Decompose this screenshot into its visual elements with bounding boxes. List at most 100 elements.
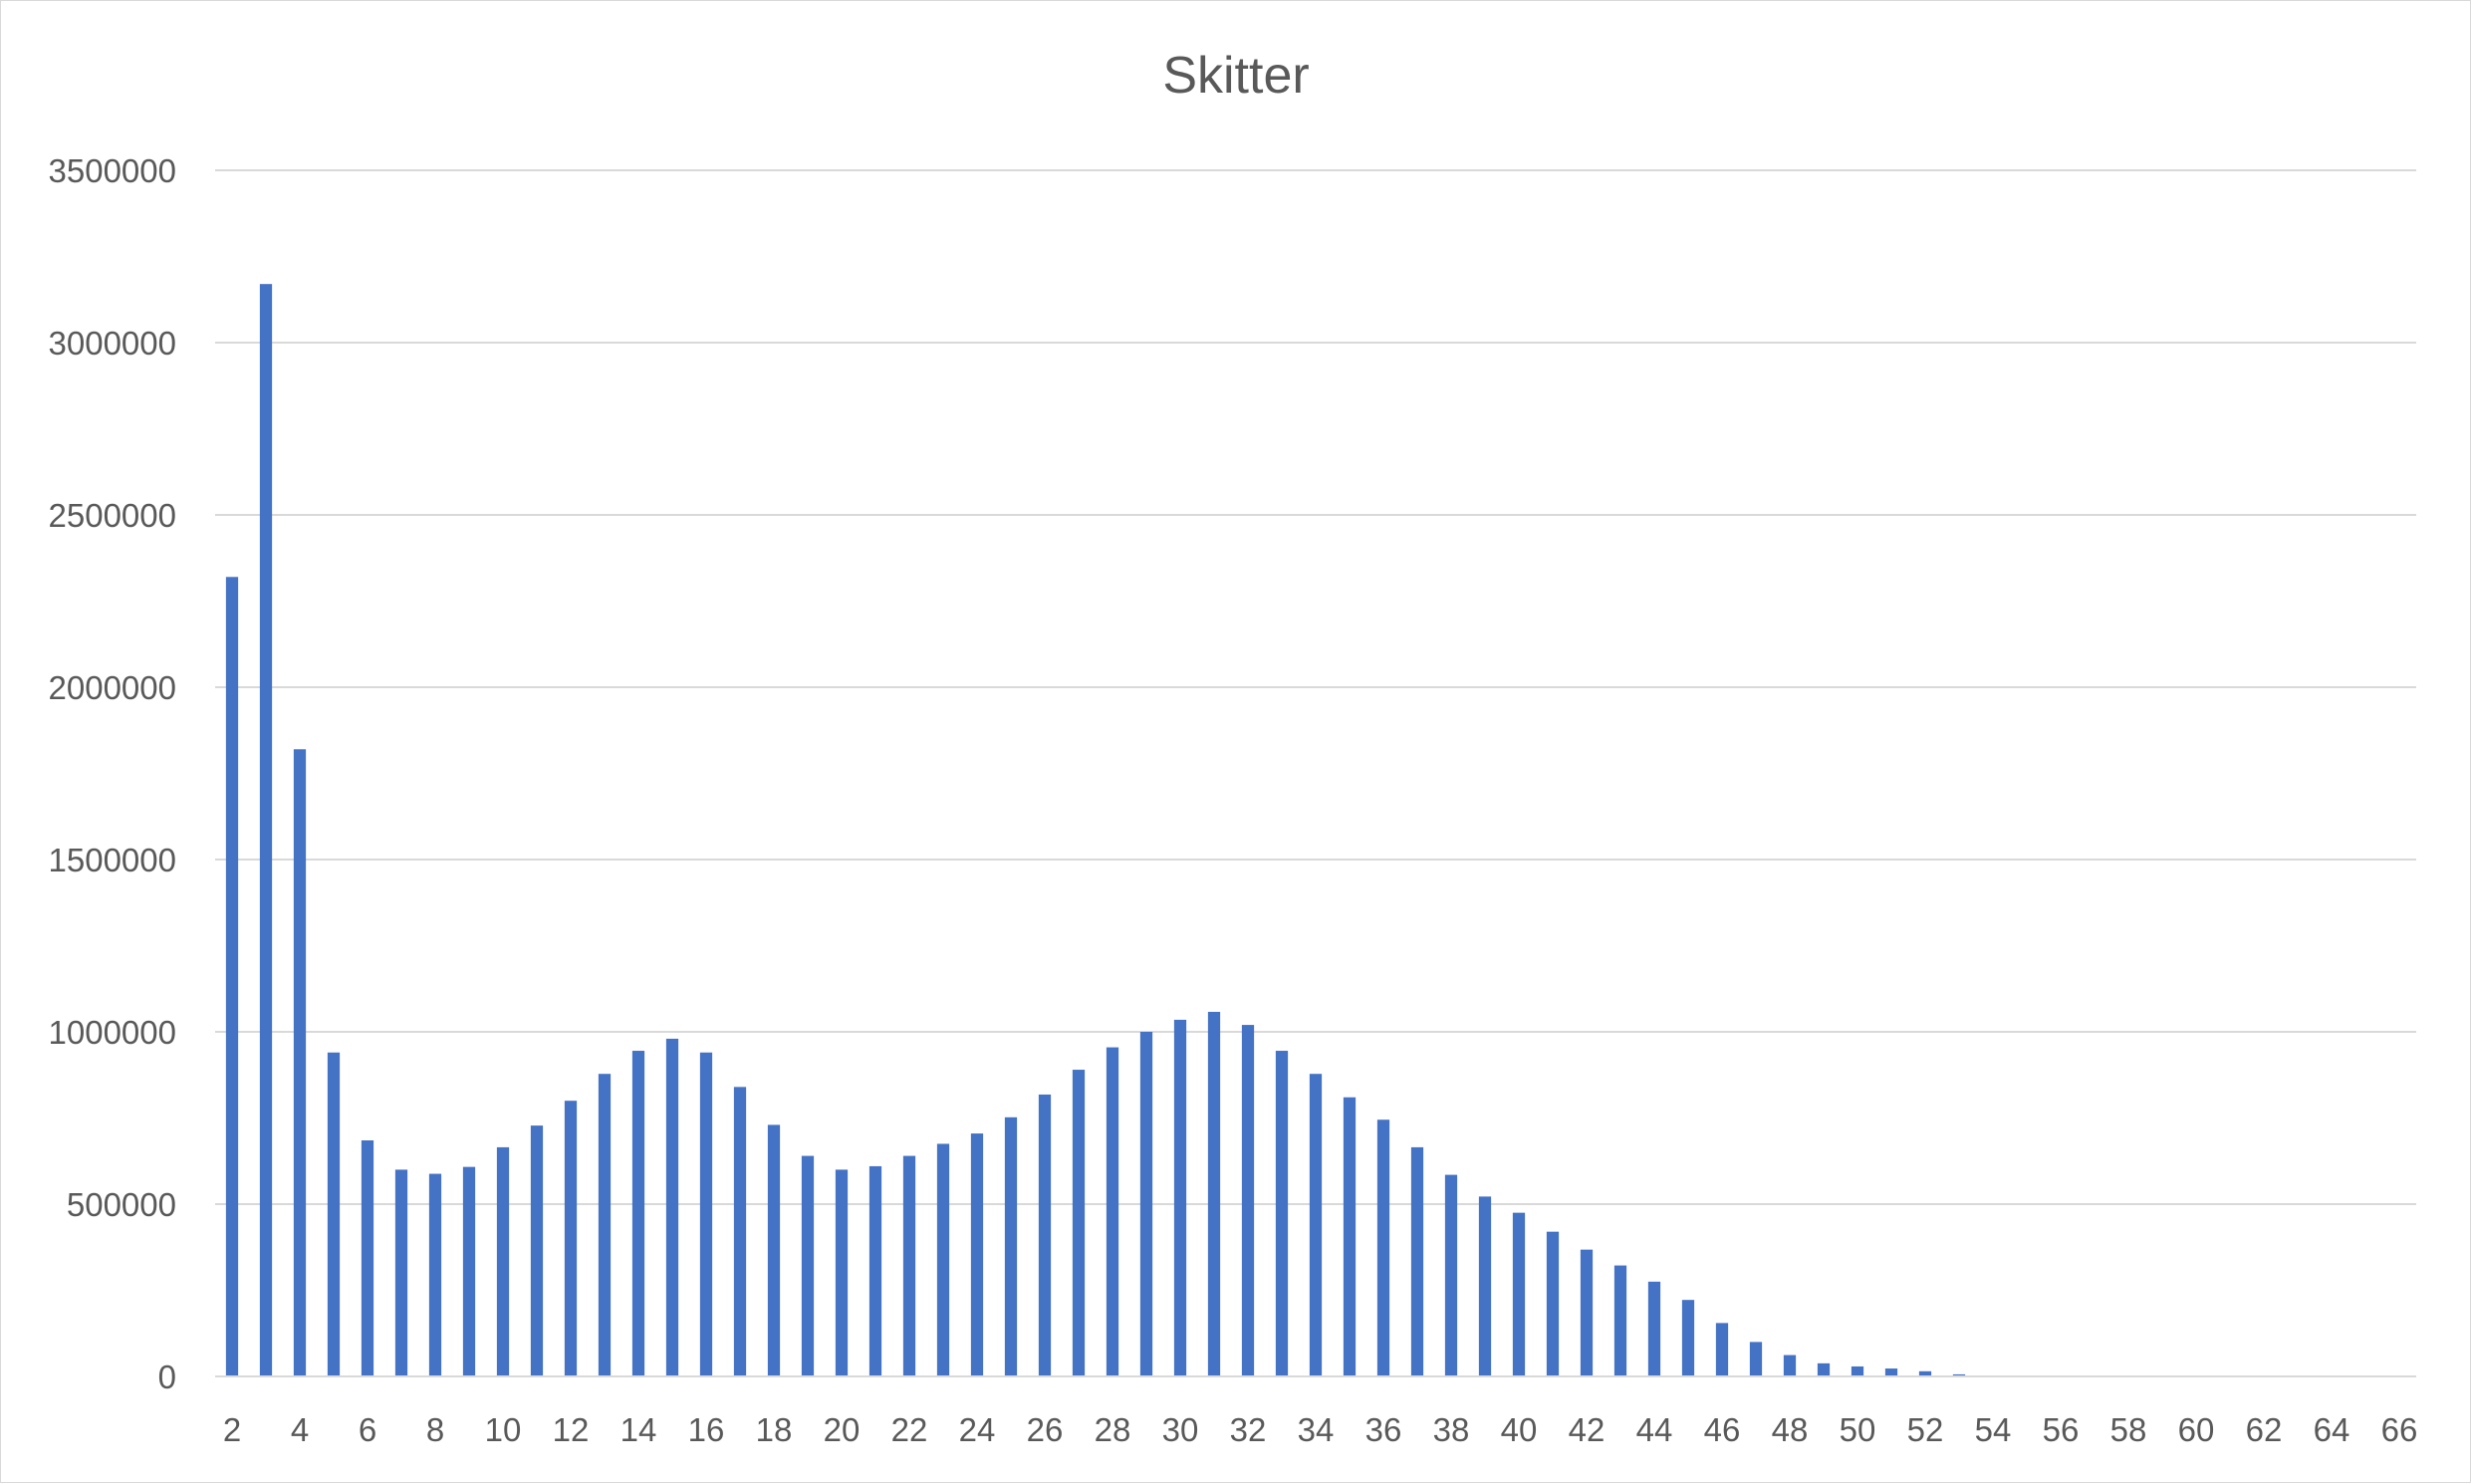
x-tick-label: 10 xyxy=(485,1411,522,1448)
bar-15 xyxy=(665,1038,679,1376)
x-tick-label: 12 xyxy=(553,1411,590,1448)
y-tick-label: 3500000 xyxy=(49,152,176,189)
bar-47 xyxy=(1749,1342,1763,1376)
bar-30 xyxy=(1173,1019,1187,1376)
bar-29 xyxy=(1139,1032,1153,1376)
bar-53 xyxy=(1952,1373,1966,1376)
x-tick-label: 32 xyxy=(1230,1411,1267,1448)
bar-46 xyxy=(1715,1323,1729,1376)
y-tick-label: 2000000 xyxy=(49,669,176,706)
bar-5 xyxy=(327,1052,341,1376)
bar-43 xyxy=(1613,1265,1627,1376)
x-axis-ticks: 2 4 6 8 10 12 14 16 18 20 22 24 26 28 30 32 34 36 38 40 42 44… xyxy=(223,1411,2418,1448)
bar-24 xyxy=(970,1133,984,1376)
x-tick-label: 64 xyxy=(2314,1411,2350,1448)
bar-42 xyxy=(1580,1249,1594,1376)
bar-7 xyxy=(394,1169,408,1376)
x-tick-label: 14 xyxy=(620,1411,657,1448)
bar-10 xyxy=(496,1146,510,1376)
x-tick-label: 56 xyxy=(2043,1411,2080,1448)
gridlines xyxy=(215,169,2416,1205)
bar-44 xyxy=(1647,1281,1661,1376)
y-tick-label: 0 xyxy=(158,1359,176,1395)
x-tick-label: 4 xyxy=(291,1411,309,1448)
x-tick-label: 44 xyxy=(1636,1411,1673,1448)
bar-21 xyxy=(868,1165,882,1376)
bar-22 xyxy=(902,1155,916,1376)
bar-12 xyxy=(564,1101,578,1376)
x-tick-label: 28 xyxy=(1095,1411,1131,1448)
bar-9 xyxy=(462,1166,476,1376)
x-tick-label: 66 xyxy=(2381,1411,2418,1448)
x-tick-label: 18 xyxy=(756,1411,793,1448)
y-tick-label: 3000000 xyxy=(49,325,176,362)
x-tick-label: 36 xyxy=(1365,1411,1402,1448)
bar-23 xyxy=(936,1143,950,1376)
y-tick-label: 1500000 xyxy=(49,842,176,878)
bar-11 xyxy=(530,1125,544,1376)
bar-8 xyxy=(428,1173,442,1376)
bar-13 xyxy=(598,1074,612,1376)
x-tick-label: 42 xyxy=(1569,1411,1606,1448)
y-tick-label: 1000000 xyxy=(49,1014,176,1051)
x-tick-label: 30 xyxy=(1162,1411,1199,1448)
bar-33 xyxy=(1275,1051,1289,1376)
bar-25 xyxy=(1004,1116,1018,1376)
bar-31 xyxy=(1207,1011,1221,1376)
x-tick-label: 62 xyxy=(2246,1411,2283,1448)
bar-32 xyxy=(1241,1025,1255,1376)
bar-14 xyxy=(631,1051,645,1376)
bar-18 xyxy=(767,1124,781,1376)
bar-51 xyxy=(1884,1368,1898,1376)
y-axis-ticks: 0 500000 1000000 1500000 2000000 2500000 30000… xyxy=(49,152,176,1395)
x-tick-label: 24 xyxy=(959,1411,996,1448)
x-tick-label: 6 xyxy=(359,1411,376,1448)
bar-34 xyxy=(1309,1074,1323,1376)
bar-50 xyxy=(1851,1365,1864,1376)
bars xyxy=(225,284,2203,1377)
x-tick-label: 22 xyxy=(891,1411,928,1448)
x-tick-label: 50 xyxy=(1840,1411,1876,1448)
x-tick-label: 60 xyxy=(2178,1411,2215,1448)
bar-45 xyxy=(1681,1300,1695,1376)
bar-48 xyxy=(1783,1355,1797,1376)
bar-37 xyxy=(1410,1146,1424,1376)
bar-41 xyxy=(1546,1231,1560,1376)
bar-26 xyxy=(1038,1094,1052,1376)
x-tick-label: 40 xyxy=(1501,1411,1538,1448)
y-tick-label: 500000 xyxy=(67,1186,176,1223)
bar-52 xyxy=(1918,1370,1932,1376)
x-tick-label: 34 xyxy=(1298,1411,1335,1448)
bar-40 xyxy=(1512,1212,1526,1376)
bar-6 xyxy=(361,1139,374,1376)
bar-4 xyxy=(293,749,307,1376)
bar-2 xyxy=(225,577,239,1376)
bar-20 xyxy=(835,1169,849,1376)
x-tick-label: 58 xyxy=(2110,1411,2147,1448)
x-tick-label: 38 xyxy=(1433,1411,1470,1448)
bar-35 xyxy=(1343,1097,1357,1376)
bar-39 xyxy=(1478,1196,1492,1376)
bar-49 xyxy=(1817,1362,1831,1376)
x-tick-label: 26 xyxy=(1027,1411,1064,1448)
chart-title: Skitter xyxy=(1162,47,1309,105)
bar-3 xyxy=(259,284,273,1377)
y-tick-label: 2500000 xyxy=(49,497,176,534)
bar-27 xyxy=(1072,1070,1086,1376)
x-tick-label: 20 xyxy=(824,1411,861,1448)
x-tick-label: 52 xyxy=(1907,1411,1944,1448)
x-tick-label: 8 xyxy=(426,1411,444,1448)
x-tick-label: 16 xyxy=(688,1411,725,1448)
bar-17 xyxy=(733,1087,747,1376)
x-tick-label: 54 xyxy=(1975,1411,2012,1448)
bar-38 xyxy=(1444,1174,1458,1376)
x-tick-label: 46 xyxy=(1704,1411,1741,1448)
x-tick-label: 2 xyxy=(223,1411,241,1448)
bar-36 xyxy=(1376,1119,1390,1376)
x-tick-label: 48 xyxy=(1772,1411,1809,1448)
bar-28 xyxy=(1106,1047,1119,1376)
bar-16 xyxy=(699,1052,713,1376)
bar-19 xyxy=(801,1155,815,1376)
